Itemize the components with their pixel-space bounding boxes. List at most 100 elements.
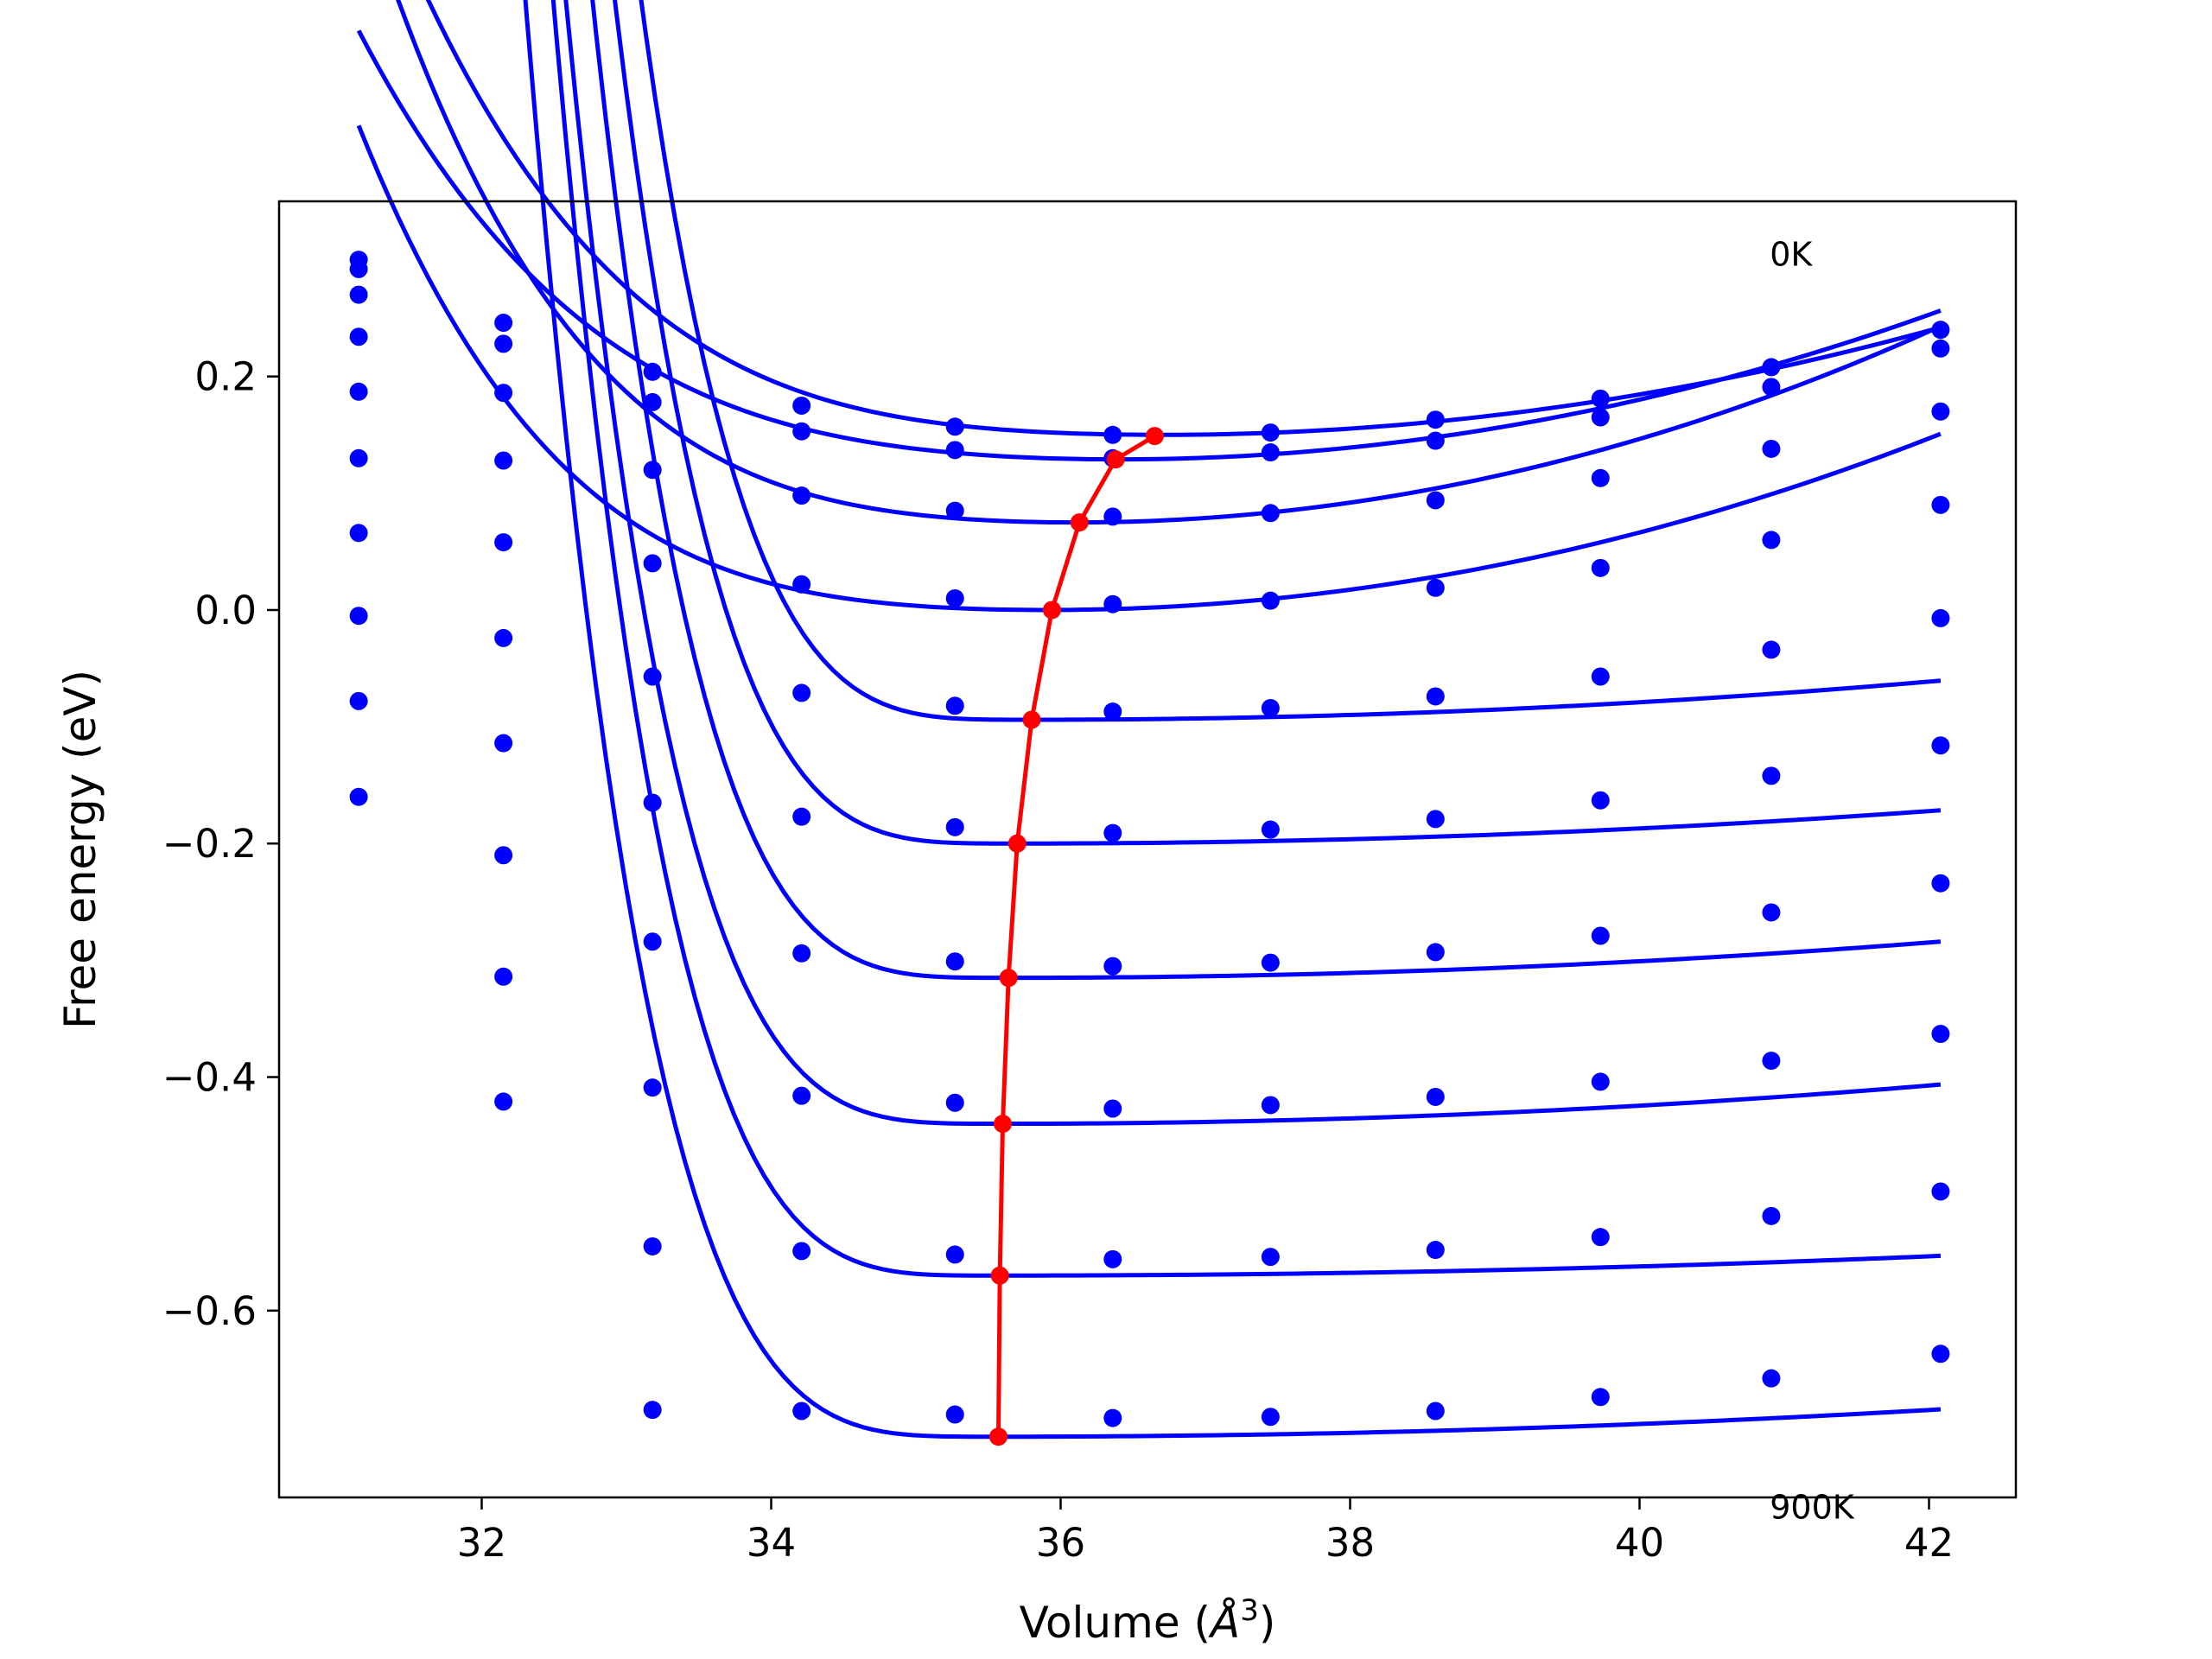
data-point-0-2 bbox=[643, 362, 662, 381]
x-tick-label-5: 42 bbox=[1904, 1520, 1954, 1566]
data-point-4-1 bbox=[494, 533, 513, 552]
data-point-3-2 bbox=[643, 554, 662, 573]
fit-curve-0 bbox=[425, 0, 1942, 437]
data-point-6-6 bbox=[1261, 953, 1280, 972]
data-point-3-8 bbox=[1591, 558, 1610, 577]
data-point-1-3 bbox=[792, 422, 811, 441]
data-point-9-8 bbox=[1591, 1388, 1610, 1407]
fit-curve-1 bbox=[356, 29, 1942, 462]
x-axis-label-main: Volume ( bbox=[1020, 1598, 1211, 1648]
data-point-3-0 bbox=[349, 327, 368, 346]
annotation-900k: 900K bbox=[1770, 1488, 1855, 1526]
data-point-4-8 bbox=[1591, 667, 1610, 686]
data-point-9-4 bbox=[945, 1405, 964, 1424]
minimum-point-8 bbox=[990, 1266, 1009, 1285]
data-point-5-3 bbox=[792, 807, 811, 826]
x-tick-label-4: 40 bbox=[1615, 1520, 1664, 1566]
data-point-9-1 bbox=[494, 1092, 513, 1111]
data-point-9-0 bbox=[349, 787, 368, 806]
ticks-layer: 32 34 36 38 40 42 0.2 0.0 −0.2 −0.4 −0.6 bbox=[162, 354, 1954, 1566]
data-point-6-2 bbox=[643, 932, 662, 951]
data-point-2-0 bbox=[349, 285, 368, 304]
data-point-3-3 bbox=[792, 575, 811, 594]
data-point-4-3 bbox=[792, 683, 811, 702]
minimum-point-2 bbox=[1070, 513, 1089, 532]
data-point-8-2 bbox=[643, 1236, 662, 1255]
data-point-2-2 bbox=[643, 461, 662, 480]
x-tick-label-0: 32 bbox=[457, 1520, 506, 1566]
data-point-6-0 bbox=[349, 524, 368, 543]
data-point-9-2 bbox=[643, 1401, 662, 1420]
plot-frame bbox=[277, 200, 2018, 1499]
data-point-1-0 bbox=[349, 259, 368, 278]
data-point-2-10 bbox=[1931, 402, 1950, 421]
data-point-8-7 bbox=[1426, 1241, 1445, 1260]
data-point-8-5 bbox=[1103, 1249, 1122, 1268]
data-point-5-2 bbox=[643, 793, 662, 812]
y-tick-label-0: 0.2 bbox=[194, 354, 257, 400]
data-point-2-9 bbox=[1762, 439, 1781, 458]
data-point-2-5 bbox=[1103, 507, 1122, 526]
data-point-7-4 bbox=[945, 1093, 964, 1112]
minimum-point-3 bbox=[1042, 601, 1061, 620]
x-axis-label-unit: Å bbox=[1208, 1598, 1240, 1648]
data-point-1-6 bbox=[1261, 443, 1280, 462]
fit-curves-layer bbox=[356, 0, 1942, 1440]
data-point-9-9 bbox=[1762, 1369, 1781, 1388]
data-point-3-7 bbox=[1426, 578, 1445, 597]
data-point-5-4 bbox=[945, 817, 964, 836]
data-point-2-3 bbox=[792, 486, 811, 505]
data-point-0-6 bbox=[1261, 423, 1280, 442]
data-point-1-4 bbox=[945, 441, 964, 460]
x-axis-label: Volume (Å3) bbox=[1020, 1593, 1276, 1648]
minima-line bbox=[995, 434, 1156, 1437]
data-point-3-6 bbox=[1261, 591, 1280, 610]
minimum-point-4 bbox=[1022, 710, 1041, 729]
data-point-0-1 bbox=[494, 314, 513, 333]
data-point-1-10 bbox=[1931, 339, 1950, 358]
data-point-8-1 bbox=[494, 967, 513, 986]
data-point-6-1 bbox=[494, 734, 513, 753]
fit-curve-6 bbox=[590, 0, 1942, 981]
data-point-5-8 bbox=[1591, 791, 1610, 810]
data-point-9-3 bbox=[792, 1402, 811, 1421]
data-point-0-3 bbox=[792, 396, 811, 415]
data-point-8-4 bbox=[945, 1245, 964, 1264]
data-point-7-3 bbox=[792, 1086, 811, 1105]
x-axis-label-close: ) bbox=[1259, 1598, 1276, 1648]
data-point-3-10 bbox=[1931, 495, 1950, 514]
data-point-7-0 bbox=[349, 607, 368, 626]
minimum-point-1 bbox=[1106, 450, 1125, 469]
data-point-4-10 bbox=[1931, 608, 1950, 627]
annotation-0k: 0K bbox=[1770, 235, 1813, 273]
data-point-5-6 bbox=[1261, 820, 1280, 839]
data-point-2-4 bbox=[945, 501, 964, 520]
data-point-6-5 bbox=[1103, 957, 1122, 976]
data-point-0-7 bbox=[1426, 410, 1445, 429]
fit-curve-4 bbox=[639, 0, 1942, 722]
data-point-9-7 bbox=[1426, 1402, 1445, 1421]
data-point-7-1 bbox=[494, 846, 513, 865]
data-point-2-8 bbox=[1591, 468, 1610, 487]
minimum-point-6 bbox=[999, 969, 1018, 988]
data-point-4-6 bbox=[1261, 698, 1280, 717]
data-point-6-8 bbox=[1591, 926, 1610, 945]
data-point-3-4 bbox=[945, 588, 964, 607]
data-point-5-9 bbox=[1762, 766, 1781, 785]
data-point-5-1 bbox=[494, 628, 513, 647]
data-point-6-7 bbox=[1426, 943, 1445, 962]
data-point-9-10 bbox=[1931, 1344, 1950, 1363]
data-point-0-5 bbox=[1103, 425, 1122, 444]
data-point-1-1 bbox=[494, 334, 513, 353]
x-tick-label-3: 38 bbox=[1325, 1520, 1375, 1566]
data-point-3-9 bbox=[1762, 531, 1781, 550]
data-point-0-9 bbox=[1762, 358, 1781, 377]
y-tick-label-4: −0.6 bbox=[162, 1288, 257, 1334]
data-point-0-4 bbox=[945, 417, 964, 436]
minimum-point-7 bbox=[994, 1115, 1012, 1134]
data-point-4-4 bbox=[945, 696, 964, 715]
data-point-4-7 bbox=[1426, 687, 1445, 706]
data-point-5-5 bbox=[1103, 823, 1122, 842]
data-point-6-10 bbox=[1931, 874, 1950, 893]
